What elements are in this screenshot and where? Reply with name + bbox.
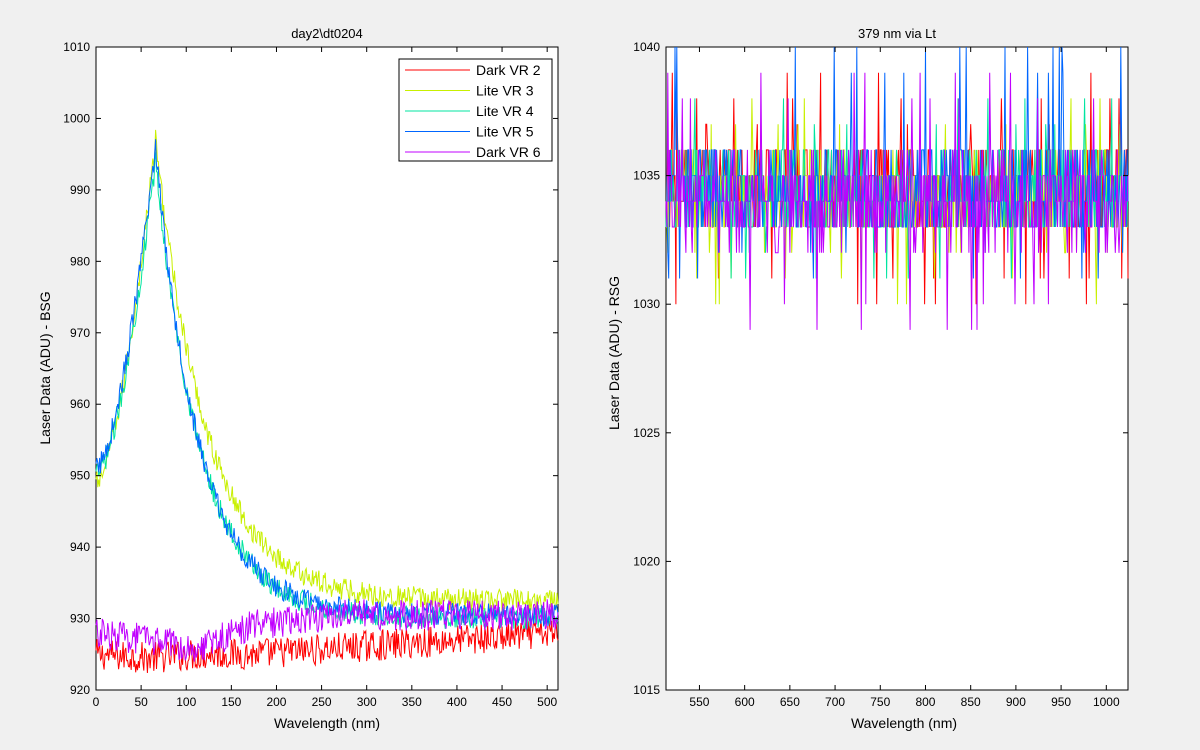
legend-label: Lite VR 5 bbox=[476, 124, 534, 140]
legend-label: Lite VR 4 bbox=[476, 103, 534, 119]
x-tick-label: 1000 bbox=[1093, 695, 1120, 709]
y-tick-label: 1020 bbox=[633, 554, 660, 568]
y-tick-label: 930 bbox=[70, 612, 90, 626]
legend-items: Dark VR 2 Lite VR 3 Lite VR 4 Lite VR 5 Dark… bbox=[405, 62, 541, 160]
y-tick-label: 1025 bbox=[633, 426, 660, 440]
y-tick-label: 1015 bbox=[633, 683, 660, 697]
y-tick-label: 1030 bbox=[633, 297, 660, 311]
x-tick-label: 850 bbox=[961, 695, 981, 709]
x-tick-label: 50 bbox=[134, 695, 148, 709]
y-tick-label: 980 bbox=[70, 254, 90, 268]
right-y-axis-label: Laser Data (ADU) - RSG bbox=[606, 276, 622, 430]
right-x-axis-label: Wavelength (nm) bbox=[851, 715, 957, 731]
x-tick-label: 500 bbox=[537, 695, 557, 709]
series-line-dark-vr-2 bbox=[95, 618, 559, 674]
left-series-group bbox=[95, 129, 559, 674]
x-tick-label: 400 bbox=[447, 695, 467, 709]
x-tick-label: 550 bbox=[689, 695, 709, 709]
legend: Dark VR 2 Lite VR 3 Lite VR 4 Lite VR 5 Dark… bbox=[398, 58, 553, 162]
y-tick-label: 940 bbox=[70, 540, 90, 554]
y-tick-label: 970 bbox=[70, 326, 90, 340]
right-ticks: 550 600 650 700 750 800 850 900 950 1000 1015 1020 1… bbox=[633, 40, 1128, 709]
x-tick-label: 300 bbox=[357, 695, 377, 709]
x-tick-label: 200 bbox=[266, 695, 286, 709]
series-line-lite-vr-3 bbox=[95, 129, 559, 613]
x-tick-label: 950 bbox=[1051, 695, 1071, 709]
right-series-group bbox=[665, 46, 1129, 330]
y-tick-label: 1035 bbox=[633, 169, 660, 183]
right-chart-title: 379 nm via Lt bbox=[858, 26, 936, 41]
y-tick-label: 1010 bbox=[63, 40, 90, 54]
y-tick-label: 920 bbox=[70, 683, 90, 697]
x-tick-label: 700 bbox=[825, 695, 845, 709]
series-line-dark-vr-6 bbox=[95, 599, 559, 662]
y-tick-label: 1000 bbox=[63, 111, 90, 125]
x-tick-label: 150 bbox=[221, 695, 241, 709]
y-tick-label: 950 bbox=[70, 469, 90, 483]
x-tick-label: 750 bbox=[870, 695, 890, 709]
left-axes: 0 50 100 150 200 250 300 350 400 450 500 920 930 940 9… bbox=[37, 26, 559, 731]
x-tick-label: 600 bbox=[735, 695, 755, 709]
x-tick-label: 100 bbox=[176, 695, 196, 709]
legend-box bbox=[398, 58, 553, 162]
x-tick-label: 650 bbox=[780, 695, 800, 709]
y-tick-label: 990 bbox=[70, 183, 90, 197]
y-tick-label: 960 bbox=[70, 397, 90, 411]
legend-label: Lite VR 3 bbox=[476, 83, 534, 99]
legend-label: Dark VR 6 bbox=[476, 144, 541, 160]
left-x-axis-label: Wavelength (nm) bbox=[274, 715, 380, 731]
x-tick-label: 800 bbox=[915, 695, 935, 709]
x-tick-label: 900 bbox=[1006, 695, 1026, 709]
left-ticks: 0 50 100 150 200 250 300 350 400 450 500 920 930 940 9… bbox=[63, 40, 558, 709]
y-tick-label: 1040 bbox=[633, 40, 660, 54]
series-line-lite-vr-5 bbox=[95, 139, 559, 627]
right-axes: 550 600 650 700 750 800 850 900 950 1000 1015 1020 1… bbox=[606, 26, 1129, 731]
x-tick-label: 0 bbox=[93, 695, 100, 709]
legend-label: Dark VR 2 bbox=[476, 62, 541, 78]
x-tick-label: 350 bbox=[402, 695, 422, 709]
series-line-dark-vr-6 bbox=[665, 72, 1129, 330]
x-tick-label: 450 bbox=[492, 695, 512, 709]
x-tick-label: 250 bbox=[312, 695, 332, 709]
left-y-axis-label: Laser Data (ADU) - BSG bbox=[37, 291, 53, 444]
left-chart-title: day2\dt0204 bbox=[291, 26, 363, 41]
